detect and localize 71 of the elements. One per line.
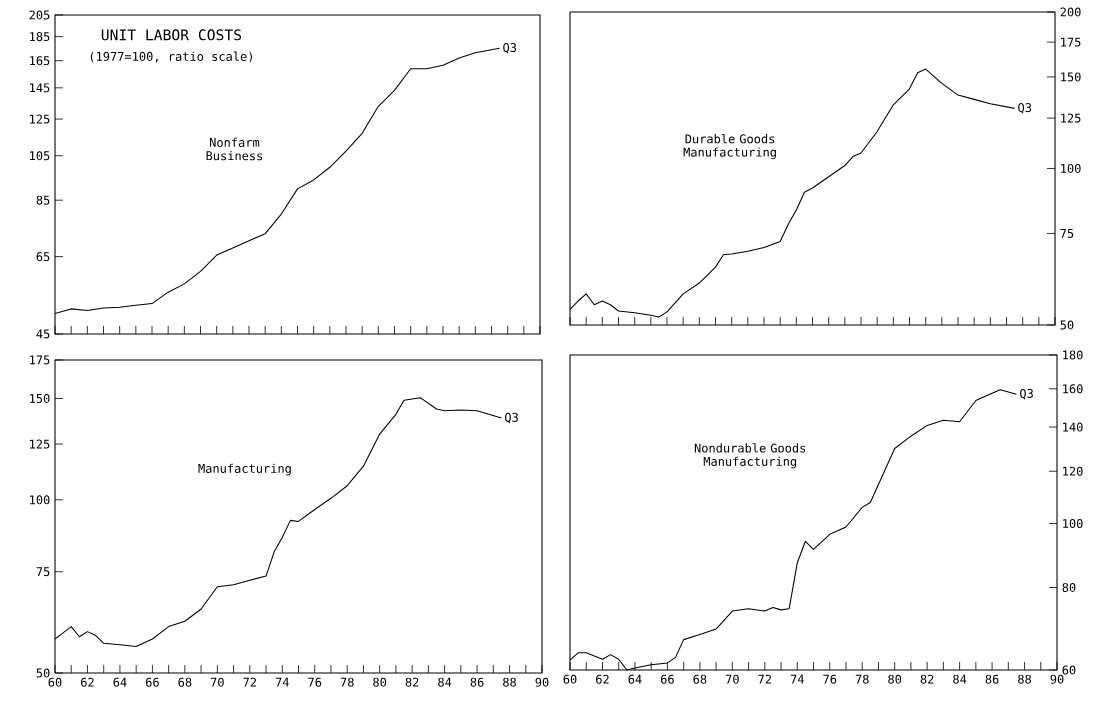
x-tick-label: 86 [470, 677, 484, 687]
y2-tick-label: 125 [1061, 113, 1081, 123]
x-tick-label: 90 [535, 677, 549, 687]
y2-tick-label: 100 [1061, 163, 1081, 173]
x-tick-label: 60 [48, 677, 62, 687]
annotation: Q3 [505, 412, 518, 424]
y-tick-label: 100 [30, 495, 50, 505]
x-tick-label: 76 [823, 674, 837, 684]
y-tick-label: 50 [36, 668, 50, 678]
x-tick-label: 60 [563, 674, 577, 684]
x-tick-label: 84 [953, 674, 967, 684]
y-tick-label: 75 [36, 567, 50, 577]
y2-tick-label: 150 [1061, 72, 1081, 82]
y-tick-label: 105 [30, 151, 50, 161]
y2-tick-label: 120 [1063, 466, 1083, 476]
x-tick-label: 70 [210, 677, 224, 687]
y-tick-label: 145 [30, 83, 50, 93]
annotation: Q3 [503, 43, 517, 54]
text: Nondurable Goods Manufacturing [694, 443, 806, 469]
y-tick-label: 185 [30, 32, 50, 42]
y-tick-label: 125 [30, 114, 50, 124]
text: Durable Goods Manufacturing [683, 134, 776, 160]
x-tick-label: 62 [81, 677, 94, 687]
x-tick-label: 70 [725, 674, 739, 684]
x-tick-label: 66 [145, 677, 159, 687]
x-tick-label: 82 [405, 677, 419, 687]
x-tick-label: 72 [758, 674, 772, 684]
x-tick-label: 78 [855, 674, 869, 684]
y2-tick-label: 50 [1060, 320, 1074, 330]
x-tick-label: 88 [1018, 674, 1032, 684]
x-tick-label: 74 [790, 674, 804, 684]
y2-tick-label: 180 [1063, 350, 1083, 360]
x-tick-label: 80 [373, 677, 387, 687]
x-tick-label: 72 [243, 677, 257, 687]
y2-tick-label: 75 [1060, 229, 1074, 238]
x-tick-label: 64 [628, 674, 642, 684]
text: Manufacturing [198, 463, 291, 476]
text: UNIT LABOR COSTS [101, 29, 242, 41]
x-tick-label: 84 [438, 677, 452, 687]
x-tick-label: 74 [275, 677, 289, 687]
y-tick-label: 150 [30, 393, 50, 404]
y-tick-label: 65 [36, 252, 50, 262]
y-tick-label: 205 [29, 10, 50, 20]
y-tick-label: 165 [30, 56, 50, 66]
text: (1977=100, ratio scale) [90, 51, 252, 63]
annotation: Q3 [1018, 103, 1032, 114]
y2-tick-label: 80 [1062, 582, 1076, 593]
x-tick-label: 86 [985, 674, 999, 684]
y2-tick-label: 200 [1060, 7, 1081, 17]
annotation: Q3 [1020, 388, 1033, 400]
y2-tick-label: 160 [1063, 384, 1083, 394]
y2-tick-label: 60 [1062, 665, 1076, 675]
text: Nonfarm Business [206, 137, 263, 161]
y-tick-label: 175 [30, 355, 50, 365]
x-tick-label: 90 [1050, 674, 1064, 684]
x-tick-label: 82 [920, 674, 934, 684]
y2-tick-label: 100 [1063, 518, 1083, 529]
x-tick-label: 66 [660, 674, 674, 684]
x-tick-label: 78 [340, 677, 354, 687]
y-tick-label: 125 [30, 439, 50, 449]
y2-tick-label: 175 [1061, 37, 1081, 47]
y2-tick-label: 140 [1063, 422, 1083, 432]
x-tick-label: 88 [503, 677, 516, 687]
y-tick-label: 85 [36, 195, 50, 205]
x-tick-label: 68 [178, 677, 192, 687]
x-tick-label: 80 [888, 674, 902, 684]
x-tick-label: 68 [693, 674, 707, 684]
y-tick-label: 45 [36, 329, 50, 339]
x-tick-label: 76 [308, 677, 322, 687]
x-tick-label: 64 [113, 677, 127, 687]
x-tick-label: 62 [596, 674, 609, 684]
